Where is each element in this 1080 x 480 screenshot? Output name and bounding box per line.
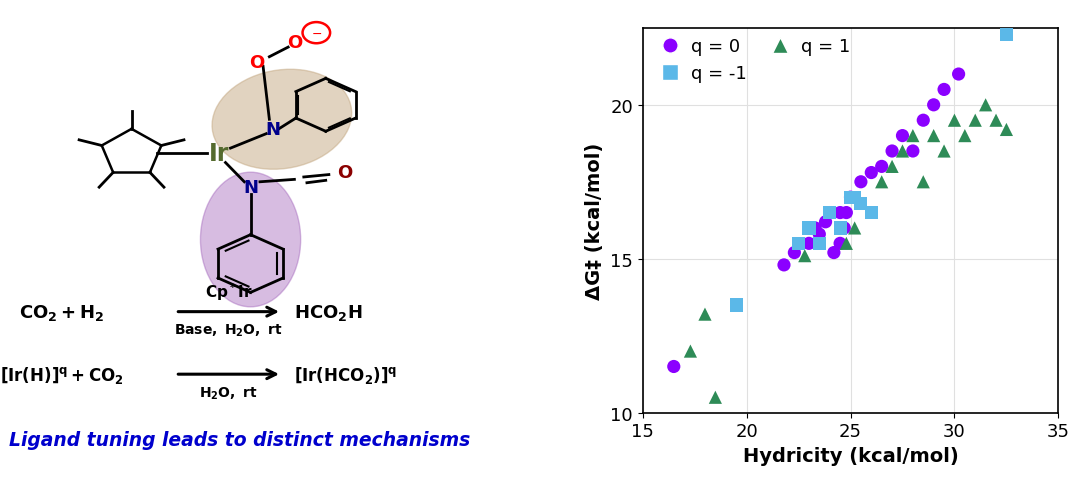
Point (926, 102, 943, 109)
Point (883, 148, 901, 156)
Point (852, 179, 869, 186)
Point (883, 163, 901, 171)
Text: Ir: Ir (210, 142, 229, 166)
Point (873, 179, 890, 186)
Text: $\mathbf{CO_2 + H_2}$: $\mathbf{CO_2 + H_2}$ (18, 302, 104, 322)
Ellipse shape (201, 173, 300, 307)
Point (926, 132, 943, 140)
Point (967, 117, 984, 125)
Point (821, 209, 838, 217)
Text: $\mathbf{HCO_2H}$: $\mathbf{HCO_2H}$ (295, 302, 363, 322)
Legend: q = 0, q = -1, q = 1, : q = 0, q = -1, q = 1, (651, 38, 851, 83)
Y-axis label: ΔG‡ (kcal/mol): ΔG‡ (kcal/mol) (585, 143, 605, 299)
Point (842, 194, 860, 202)
Point (832, 225, 849, 232)
Point (706, 394, 724, 401)
Text: $\mathbf{H_2O,\ rt}$: $\mathbf{H_2O,\ rt}$ (200, 384, 258, 401)
Point (894, 132, 912, 140)
Point (846, 194, 863, 202)
Text: Ligand tuning leads to distinct mechanisms: Ligand tuning leads to distinct mechanis… (10, 430, 471, 449)
Point (800, 240, 818, 248)
Point (904, 132, 921, 140)
X-axis label: Hydricity (kcal/mol): Hydricity (kcal/mol) (743, 446, 958, 465)
Ellipse shape (212, 70, 352, 170)
Text: O: O (287, 34, 302, 52)
Point (681, 348, 699, 355)
Point (807, 225, 824, 232)
Point (852, 200, 869, 208)
Point (811, 231, 828, 239)
Point (956, 132, 973, 140)
Point (697, 311, 714, 318)
Point (842, 194, 860, 202)
Text: $\mathbf{Cp^*Ir}$: $\mathbf{Cp^*Ir}$ (205, 281, 253, 303)
Point (825, 249, 842, 257)
Point (800, 225, 818, 232)
Text: O: O (249, 53, 265, 72)
Point (950, 71, 968, 79)
Text: O: O (337, 164, 352, 182)
Text: N: N (243, 178, 258, 196)
Point (846, 225, 863, 232)
Point (836, 225, 853, 232)
Point (728, 301, 745, 309)
Point (873, 163, 890, 171)
Point (786, 249, 804, 257)
Point (987, 117, 1004, 125)
Point (821, 209, 838, 217)
Point (816, 218, 834, 226)
Point (977, 102, 995, 109)
Text: N: N (265, 120, 280, 139)
Point (904, 148, 921, 156)
Text: $\mathbf{Base,\ H_2O,\ rt}$: $\mathbf{Base,\ H_2O,\ rt}$ (175, 322, 283, 338)
Point (915, 117, 932, 125)
Point (838, 240, 855, 248)
Text: $\mathbf{[Ir(H)]^q + CO_2}$: $\mathbf{[Ir(H)]^q + CO_2}$ (0, 364, 123, 385)
Point (796, 252, 813, 260)
Point (915, 179, 932, 186)
Point (832, 209, 849, 217)
Point (838, 209, 855, 217)
Point (863, 169, 880, 177)
Point (665, 363, 683, 371)
Point (775, 262, 793, 269)
Point (894, 148, 912, 156)
Point (811, 240, 828, 248)
Point (832, 240, 849, 248)
Text: $\mathbf{[Ir(HCO_2)]^q}$: $\mathbf{[Ir(HCO_2)]^q}$ (295, 364, 397, 385)
Point (935, 148, 953, 156)
Text: $-$: $-$ (311, 27, 322, 40)
Point (998, 31, 1015, 39)
Point (789, 240, 807, 248)
Point (998, 126, 1015, 134)
Point (863, 209, 880, 217)
Point (946, 117, 963, 125)
Point (935, 86, 953, 94)
